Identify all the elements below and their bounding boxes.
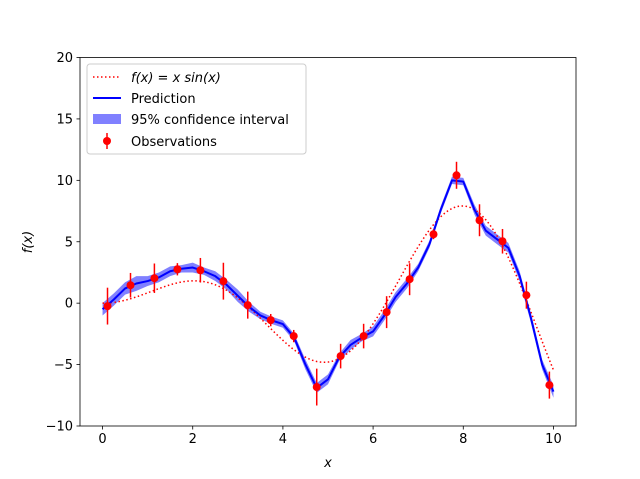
true-function-line: [102, 205, 555, 371]
observation-point: [475, 216, 484, 225]
y-tick-label: −10: [46, 420, 73, 435]
y-tick-label: 0: [65, 297, 73, 312]
legend: f(x) = x sin(x) Prediction 95% confidenc…: [86, 63, 307, 155]
x-tick-label: 4: [279, 432, 287, 447]
plot-area: [101, 161, 555, 406]
legend-prediction-label: Prediction: [131, 92, 196, 107]
x-tick-label: 10: [545, 432, 562, 447]
observation-point: [150, 274, 159, 283]
x-axis-label: x: [323, 456, 332, 471]
observation-point: [312, 383, 321, 392]
observation-point: [498, 237, 507, 246]
legend-ci-swatch: [93, 114, 121, 124]
observation-point: [266, 316, 275, 325]
x-tick-label: 0: [98, 432, 106, 447]
legend-box: [86, 63, 307, 155]
x-tick-label: 6: [369, 432, 377, 447]
observation-point: [219, 277, 228, 286]
observation-point: [289, 332, 298, 341]
observation-point: [103, 302, 112, 311]
legend-observations-label: Observations: [131, 135, 217, 150]
x-tick-label: 2: [189, 432, 197, 447]
observation-point: [173, 265, 182, 274]
y-tick-label: 5: [65, 235, 73, 250]
y-axis-label: f(x): [21, 231, 36, 253]
observation-point: [359, 332, 368, 341]
observation-point: [126, 281, 135, 290]
y-tick-label: −5: [54, 358, 73, 373]
y-tick-label: 10: [56, 174, 73, 189]
y-tick-label: 20: [56, 51, 73, 66]
y-axis: −10 −5 0 5 10 15 20: [46, 51, 80, 435]
observation-point: [452, 171, 461, 180]
observation-point: [405, 275, 414, 284]
observation-point: [336, 352, 345, 361]
confidence-interval-band: [102, 176, 554, 398]
observation-point: [429, 230, 438, 239]
observation-point: [196, 266, 205, 275]
legend-ci-label: 95% confidence interval: [131, 113, 289, 128]
observation-point: [545, 381, 554, 390]
y-tick-label: 15: [56, 112, 73, 127]
x-tick-label: 8: [459, 432, 467, 447]
legend-true-fn-label: f(x) = x sin(x): [131, 71, 221, 86]
legend-observations-marker: [103, 137, 111, 145]
observation-point: [243, 301, 252, 310]
x-axis: 0 2 4 6 8 10: [98, 426, 562, 447]
prediction-line: [101, 179, 555, 392]
observation-point: [382, 308, 391, 317]
observation-point: [522, 291, 531, 300]
